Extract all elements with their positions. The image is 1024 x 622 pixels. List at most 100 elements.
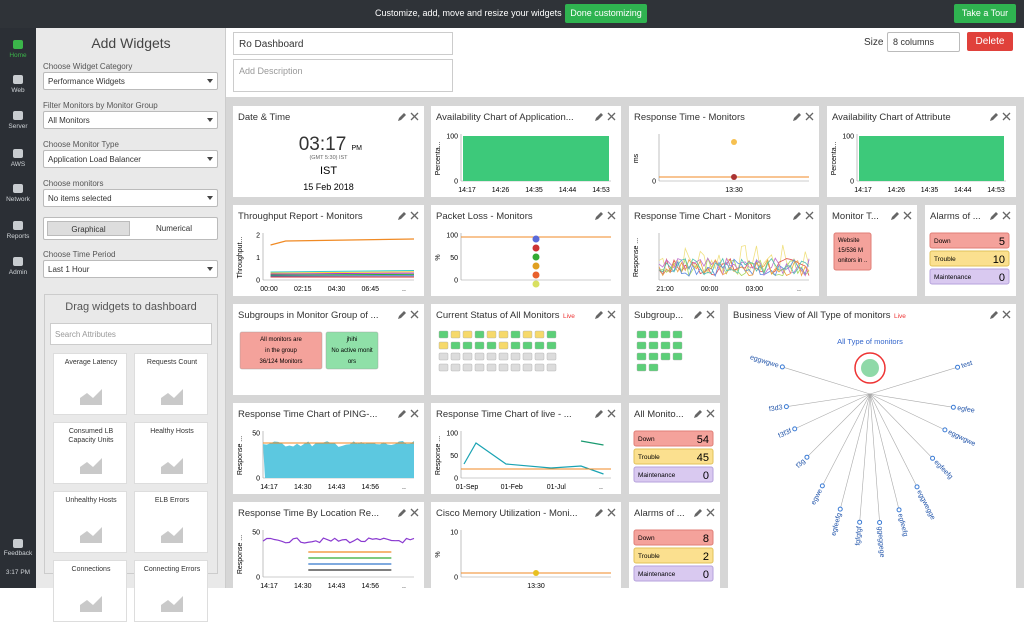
plot-dot (533, 570, 539, 576)
edit-icon[interactable] (990, 311, 998, 319)
close-icon[interactable] (608, 212, 615, 219)
close-icon[interactable] (608, 509, 615, 516)
tree-edge (822, 394, 870, 486)
close-icon[interactable] (707, 509, 714, 516)
edit-icon[interactable] (595, 311, 603, 319)
nav-label[interactable]: Home (0, 52, 36, 59)
status-square (499, 331, 508, 338)
x-tick-label: 14:35 (921, 187, 939, 194)
edit-icon[interactable] (891, 212, 899, 220)
size-label: Size (864, 37, 883, 48)
edit-icon[interactable] (694, 410, 702, 418)
graphic (593, 112, 617, 122)
toggle-option[interactable]: Numerical (134, 221, 214, 236)
close-icon[interactable] (707, 311, 714, 318)
done-button[interactable]: Done customizing (565, 4, 647, 23)
edit-icon[interactable] (595, 509, 603, 517)
nav-icon (13, 221, 23, 230)
status-square (451, 364, 460, 371)
edit-icon[interactable] (595, 212, 603, 220)
widget-tile[interactable]: Consumed LB Capacity Units (53, 422, 127, 484)
edit-icon[interactable] (398, 113, 406, 121)
edit-icon[interactable] (990, 113, 998, 121)
nav-label[interactable]: Reports (0, 233, 36, 240)
status-square (673, 331, 682, 338)
nav-label[interactable]: Web (0, 87, 36, 94)
delete-button[interactable]: Delete (967, 32, 1013, 51)
name-input[interactable]: Ro Dashboard (233, 32, 453, 55)
close-icon[interactable] (806, 113, 813, 120)
nav-label[interactable]: Server (0, 123, 36, 130)
status-square (661, 353, 670, 360)
close-icon[interactable] (411, 410, 418, 417)
close-icon[interactable] (411, 113, 418, 120)
feedback-link[interactable]: Feedback (0, 550, 36, 557)
x-tick-label: 14:43 (328, 583, 346, 590)
toggle-option[interactable]: Graphical (47, 221, 130, 236)
close-icon[interactable] (707, 410, 714, 417)
edit-icon[interactable] (793, 212, 801, 220)
widget-tile[interactable]: Connections (53, 560, 127, 622)
widget-tile[interactable]: Unhealthy Hosts (53, 491, 127, 553)
close-icon[interactable] (411, 212, 418, 219)
edit-icon[interactable] (694, 311, 702, 319)
tile-label: Consumed LB Capacity Units (56, 427, 126, 445)
select-value: All Monitors (48, 116, 90, 125)
y-axis-title: Percenta... (831, 142, 838, 176)
size-select[interactable]: 8 columns (887, 32, 960, 52)
close-icon[interactable] (1003, 113, 1010, 120)
close-icon[interactable] (608, 410, 615, 417)
widget-title: Alarms of ... (634, 508, 685, 519)
edit-icon[interactable] (398, 311, 406, 319)
nav-label[interactable]: AWS (0, 161, 36, 168)
widget-tile[interactable]: Average Latency (53, 353, 127, 415)
edit-icon[interactable] (398, 212, 406, 220)
close-icon[interactable] (1003, 311, 1010, 318)
status-square (523, 364, 532, 371)
description-input[interactable]: Add Description (233, 59, 453, 92)
y-axis-title: Response ... (633, 238, 640, 277)
edit-icon[interactable] (793, 113, 801, 121)
live-badge: Live (563, 313, 575, 320)
alarm-count: 0 (703, 470, 709, 482)
edit-icon[interactable] (398, 509, 406, 517)
x-tick-label: 14:44 (954, 187, 972, 194)
edit-icon[interactable] (694, 509, 702, 517)
y-axis-title: Response ... (237, 535, 244, 574)
widget-tile[interactable]: Requests Count (134, 353, 208, 415)
close-icon[interactable] (904, 212, 911, 219)
select[interactable]: Application Load Balancer (43, 150, 218, 168)
search-input[interactable]: Search Attributes (50, 323, 212, 345)
close-icon[interactable] (608, 113, 615, 120)
edit-icon[interactable] (398, 410, 406, 418)
plot-dot (731, 139, 737, 145)
close-icon[interactable] (1003, 212, 1010, 219)
x-tick-label: 14:56 (361, 583, 379, 590)
edit-icon[interactable] (990, 212, 998, 220)
close-icon[interactable] (806, 212, 813, 219)
y-tick-label: 0 (256, 476, 260, 483)
select[interactable]: Performance Widgets (43, 72, 218, 90)
edit-icon[interactable] (595, 113, 603, 121)
leaf-node (780, 365, 784, 369)
leaf-node (956, 365, 960, 369)
select[interactable]: All Monitors (43, 111, 218, 129)
tree-edge (870, 394, 945, 430)
widget-tile[interactable]: Healthy Hosts (134, 422, 208, 484)
widget-tile[interactable]: ELB Errors (134, 491, 208, 553)
close-icon[interactable] (411, 509, 418, 516)
edit-icon[interactable] (595, 410, 603, 418)
widget-tile[interactable]: Connecting Errors (134, 560, 208, 622)
nav-label[interactable]: Network (0, 196, 36, 203)
field-label: Choose Monitor Type (43, 140, 119, 149)
select[interactable]: No items selected (43, 189, 218, 207)
select[interactable]: Last 1 Hour (43, 260, 218, 278)
close-icon[interactable] (411, 311, 418, 318)
close-icon[interactable] (608, 311, 615, 318)
nav-label[interactable]: Admin (0, 269, 36, 276)
tour-button[interactable]: Take a Tour (954, 4, 1016, 23)
graphic (988, 310, 1012, 320)
tile-label: ELB Errors (137, 496, 207, 505)
leaf-label: fgfgfgf (855, 526, 864, 546)
